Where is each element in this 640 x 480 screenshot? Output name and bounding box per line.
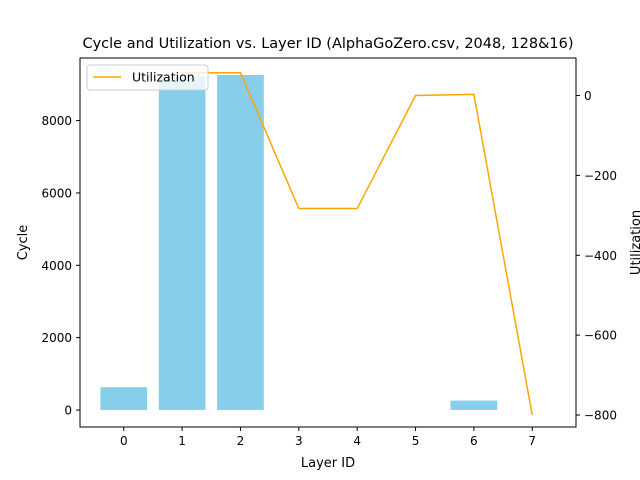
bar-layer-0 [100,387,148,410]
y2-tick-label: −400 [584,249,617,263]
x-tick-label: 1 [178,434,186,448]
x-tick-label: 6 [470,434,478,448]
utilization-line [182,72,533,416]
y-axis-label: Cycle [16,225,31,261]
x-tick-label: 4 [353,434,361,448]
y2-tick-label: −200 [584,169,617,183]
left-y-axis: 0 2000 4000 6000 8000 [41,114,80,417]
y-tick-label: 8000 [41,114,72,128]
x-tick-label: 3 [295,434,303,448]
right-y-axis: 0 −200 −400 −600 −800 [576,89,617,423]
y2-axis-label: Utilization [629,210,640,275]
x-axis: 0 1 2 3 4 5 6 7 [120,427,536,448]
bars [100,75,498,410]
y2-tick-label: 0 [584,89,592,103]
y-tick-label: 6000 [41,186,72,200]
y2-tick-label: −800 [584,409,617,423]
x-axis-label: Layer ID [301,456,355,471]
x-tick-label: 5 [412,434,420,448]
plot-frame [79,57,577,428]
y-tick-label: 0 [64,403,72,417]
bar-layer-2 [217,75,264,410]
x-tick-label: 2 [237,434,245,448]
bar-layer-6 [450,400,498,410]
legend-utilization-label: Utilization [132,70,195,85]
y-tick-label: 4000 [41,259,72,273]
legend: Utilization [86,64,209,91]
chart-title: Cycle and Utilization vs. Layer ID (Alph… [82,36,573,52]
x-tick-label: 0 [120,434,128,448]
x-tick-label: 7 [528,434,536,448]
legend-box [86,64,209,91]
bar-layer-1 [158,76,206,410]
y2-tick-label: −600 [584,329,617,343]
utilization-line-layer [182,72,533,416]
y-tick-label: 2000 [41,331,72,345]
